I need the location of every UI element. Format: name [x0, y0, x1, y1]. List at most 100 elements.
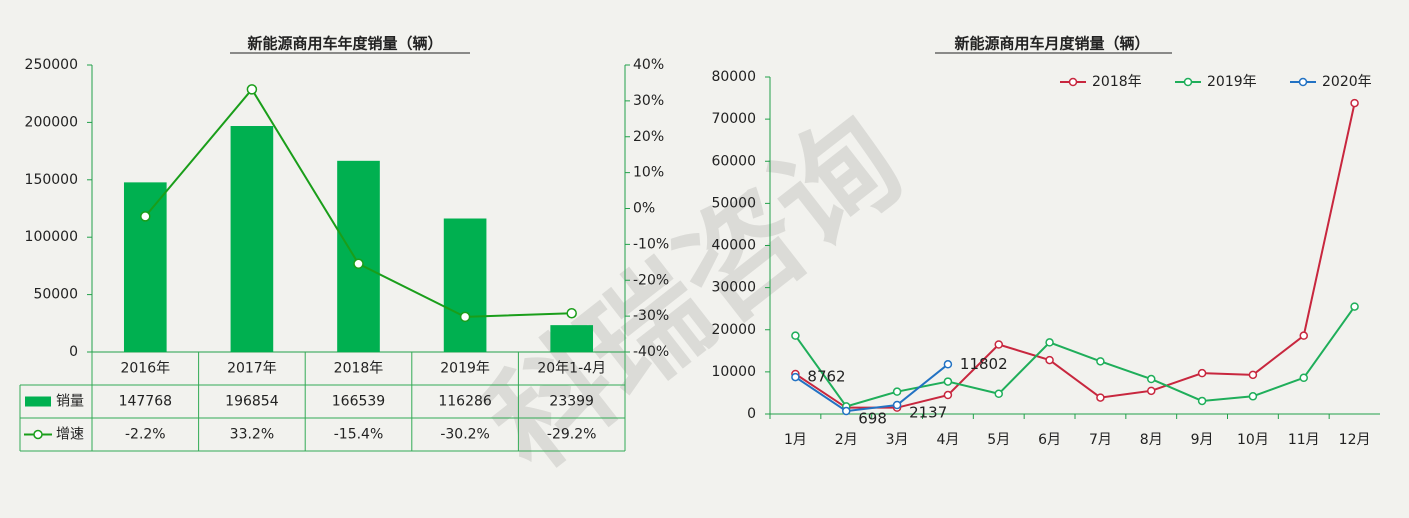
- table-cell: 23399: [549, 394, 594, 410]
- x-tick-label: 2016年: [120, 361, 170, 377]
- table-cell: -15.4%: [334, 427, 384, 443]
- bar: [443, 218, 487, 352]
- y-tick-label: 20000: [711, 322, 756, 338]
- y-tick-label: 100000: [25, 229, 78, 245]
- y-tick-label: 70000: [711, 111, 756, 127]
- y2-tick-label: 40%: [633, 57, 664, 73]
- data-label: 2137: [909, 403, 947, 421]
- point: [791, 372, 800, 382]
- y2-tick-label: -10%: [633, 236, 669, 252]
- line: [794, 102, 1356, 409]
- legend-key: [1183, 77, 1193, 87]
- table-cell: 166539: [332, 394, 385, 410]
- line: [794, 305, 1356, 408]
- y-tick-label: 10000: [711, 364, 756, 380]
- x-tick-label: 1月: [784, 432, 807, 448]
- point: [892, 387, 902, 396]
- chart-title: 新能源商用车年度销量（辆）: [247, 35, 442, 53]
- bar: [550, 325, 594, 352]
- bar: [230, 126, 274, 353]
- legend-label: 增速: [56, 427, 84, 443]
- legend-label: 2020年: [1322, 74, 1372, 90]
- x-tick-label: 4月: [936, 432, 959, 448]
- table-cell: 116286: [438, 394, 492, 410]
- chart-title: 新能源商用车月度销量（辆）: [954, 35, 1149, 53]
- point: [1299, 373, 1308, 383]
- point: [1147, 386, 1156, 396]
- y-tick-label: 30000: [711, 280, 756, 296]
- y-tick-label: 40000: [711, 238, 756, 254]
- point: [1147, 374, 1156, 384]
- y-tick-label: 50000: [33, 287, 78, 303]
- x-tick-label: 2017年: [227, 361, 277, 377]
- point: [994, 340, 1003, 349]
- point: [1197, 396, 1207, 406]
- legend-label: 2019年: [1207, 74, 1257, 90]
- legend-key: [33, 429, 43, 440]
- x-tick-label: 2月: [835, 432, 858, 448]
- data-label: 11802: [960, 355, 1008, 373]
- y2-tick-label: -20%: [633, 272, 669, 288]
- point: [246, 84, 258, 95]
- x-tick-label: 20年1-4月: [537, 361, 606, 377]
- y-tick-label: 50000: [711, 195, 756, 211]
- point: [1045, 355, 1054, 365]
- point: [943, 377, 953, 386]
- point: [353, 258, 364, 269]
- bar: [123, 182, 167, 352]
- table-cell: -30.2%: [440, 427, 490, 443]
- point: [566, 308, 577, 319]
- line: [794, 363, 949, 413]
- bar: [337, 160, 380, 352]
- table-cell: -2.2%: [125, 427, 166, 443]
- table-cell: 147768: [119, 394, 172, 410]
- point: [1350, 98, 1359, 108]
- x-tick-label: 5月: [987, 432, 1010, 448]
- y-tick-label: 250000: [25, 57, 78, 73]
- x-tick-label: 11月: [1288, 432, 1320, 448]
- legend-label: 2018年: [1092, 74, 1142, 90]
- point: [791, 331, 800, 340]
- x-tick-label: 9月: [1191, 432, 1214, 448]
- y-tick-label: 0: [747, 406, 756, 422]
- data-label: 8762: [807, 368, 845, 386]
- x-tick-label: 6月: [1038, 432, 1061, 448]
- data-label: 698: [858, 410, 887, 428]
- y-tick-label: 200000: [25, 114, 78, 130]
- x-tick-label: 8月: [1140, 432, 1163, 448]
- point: [1248, 370, 1258, 380]
- table-cell: 196854: [225, 394, 279, 410]
- y2-tick-label: -40%: [633, 344, 669, 360]
- x-tick-label: 2019年: [440, 361, 490, 377]
- table-cell: 33.2%: [230, 427, 274, 443]
- point: [1350, 302, 1359, 311]
- point: [140, 211, 151, 222]
- x-tick-label: 2018年: [334, 361, 384, 377]
- point: [459, 311, 471, 323]
- point: [1096, 393, 1105, 402]
- x-tick-label: 3月: [886, 432, 909, 448]
- point: [943, 360, 953, 369]
- y-tick-label: 60000: [711, 153, 756, 169]
- y-tick-label: 80000: [711, 69, 756, 85]
- point: [1197, 368, 1207, 378]
- x-tick-label: 7月: [1089, 432, 1112, 448]
- y-tick-label: 150000: [25, 172, 78, 188]
- legend-key: [1298, 77, 1308, 87]
- y2-tick-label: 30%: [633, 93, 664, 109]
- point: [994, 389, 1003, 399]
- legend-key: [25, 396, 51, 407]
- y-tick-label: 0: [69, 344, 78, 360]
- point: [1299, 331, 1308, 340]
- y2-tick-label: 10%: [633, 165, 664, 181]
- x-tick-label: 10月: [1237, 432, 1269, 448]
- y2-tick-label: 0%: [633, 201, 655, 217]
- legend-key: [1068, 77, 1078, 87]
- x-tick-label: 12月: [1339, 432, 1371, 448]
- point: [842, 406, 851, 416]
- y2-tick-label: -30%: [633, 308, 669, 324]
- point: [892, 400, 902, 410]
- legend-label: 销量: [56, 394, 84, 410]
- point: [1045, 338, 1054, 347]
